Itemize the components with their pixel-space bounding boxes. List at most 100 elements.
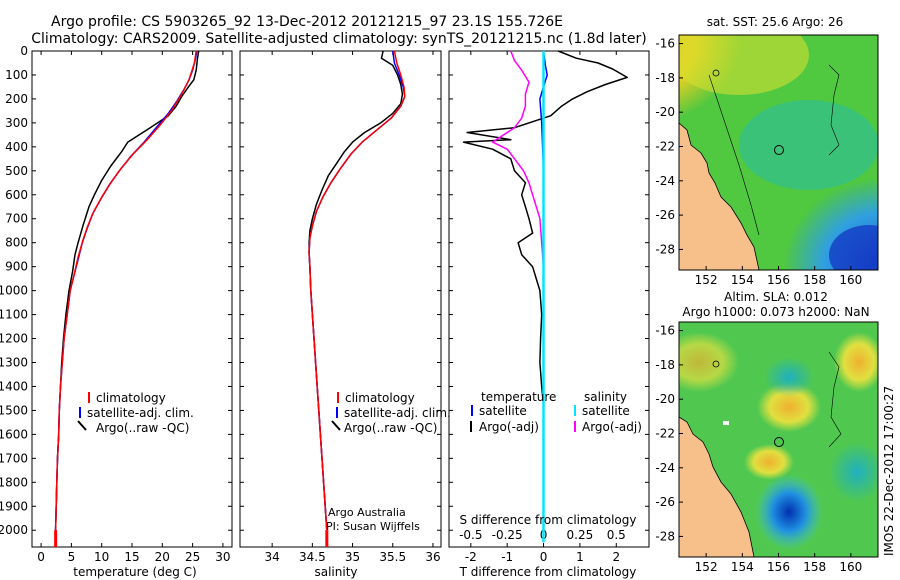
difference-series-s-argo-adj-	[491, 50, 545, 399]
difference-legend: temperature salinity satellite Argo(-adj…	[460, 390, 642, 527]
sla-eddy	[755, 474, 823, 550]
map-xtick-label: 158	[803, 560, 826, 574]
annotation-pi: PI: Susan Wijffels	[326, 520, 420, 533]
s-difference-xtick-label: 0.5	[607, 528, 626, 542]
sla-map-axes: 152 154 156 158 160 -16 -18 -20 -22 -24 -26 -28	[655, 324, 862, 574]
temperature-legend: climatology satellite-adj. clim. Argo(..…	[77, 391, 194, 435]
sla-map-title: Altim. SLA: 0.012	[724, 290, 828, 304]
sst-coastline	[679, 122, 760, 270]
depth-tick-label: 1600	[0, 427, 28, 441]
sla-coastline	[679, 416, 755, 557]
sst-map-field	[679, 35, 878, 270]
salinity-xtick-label: 34	[265, 550, 280, 564]
temperature-xtick-label: 30	[215, 550, 230, 564]
map-ytick-label: -18	[655, 358, 675, 372]
depth-tick-label: 900	[5, 260, 28, 274]
difference-xtick-label: 1	[576, 550, 584, 564]
depth-tick-label: 100	[5, 68, 28, 82]
legend-label-t-argo: Argo(-adj)	[479, 420, 539, 434]
map-xtick-label: 158	[803, 273, 826, 287]
map-xtick-label: 152	[695, 273, 718, 287]
header-line-2: Climatology: CARS2009. Satellite-adjuste…	[31, 31, 646, 47]
salinity-legend: climatology satellite-adj. clim. Argo(..…	[326, 391, 451, 533]
temperature-xtick-label: 5	[68, 550, 76, 564]
difference-xtick-label: -1	[501, 550, 513, 564]
depth-tick-label: 500	[5, 164, 28, 178]
depth-tick-label: 200	[5, 92, 28, 106]
salinity-series-climatology	[308, 50, 406, 543]
legend-label-satellite: satellite-adj. clim.	[87, 406, 194, 420]
salinity-series-satellite-adj-clim-	[308, 50, 406, 543]
salinity-xtick-label: 35	[345, 550, 360, 564]
s-difference-xtick-label: -0.5	[459, 528, 482, 542]
difference-xtick-label: -2	[465, 550, 477, 564]
legend-label-s-satellite: satellite	[582, 404, 630, 418]
sla-reef-marker	[712, 360, 720, 368]
depth-tick-label: 600	[5, 188, 28, 202]
sla-high-region-3	[744, 444, 794, 480]
header-line-1: Argo profile: CS 5903265_92 13-Dec-2012 …	[51, 14, 563, 30]
map-ytick-label: -22	[655, 426, 675, 440]
depth-tick-label: 1200	[0, 332, 28, 346]
sla-high-region-4	[679, 332, 739, 392]
legend-swatch-argo	[331, 420, 341, 431]
map-ytick-label: -24	[655, 174, 675, 188]
legend-label-satellite: satellite-adj. clim.	[344, 406, 451, 420]
sst-warm-region-2	[679, 35, 809, 95]
map-xtick-label: 160	[839, 560, 862, 574]
axis-label-s-difference: S difference from climatology	[460, 513, 637, 527]
depth-tick-label: 1800	[0, 475, 28, 489]
sst-map-title: sat. SST: 25.6 Argo: 26	[707, 15, 844, 29]
depth-tick-label: 2000	[0, 523, 28, 537]
salinity-xtick-label: 35.5	[379, 550, 406, 564]
depth-tick-label: 1500	[0, 403, 28, 417]
sla-low-region-2	[764, 357, 814, 397]
map-xtick-label: 156	[767, 273, 790, 287]
sla-high-region	[757, 382, 821, 432]
depth-tick-label: 0	[20, 44, 28, 58]
depth-tick-label: 1300	[0, 355, 28, 369]
sst-cold-corner	[829, 225, 878, 270]
axis-label-temperature: temperature (deg C)	[73, 565, 196, 579]
sla-high-region-2	[834, 332, 878, 392]
legend-label-t-satellite: satellite	[479, 404, 527, 418]
salinity-plot-frame	[239, 50, 442, 548]
annotation-institution: Argo Australia	[328, 506, 406, 519]
legend-label-argo: Argo(..raw -QC)	[344, 421, 437, 435]
map-xtick-label: 154	[731, 560, 754, 574]
temperature-xtick-label: 20	[155, 550, 170, 564]
map-ytick-label: -28	[655, 529, 675, 543]
legend-label-climatology: climatology	[96, 391, 166, 405]
s-difference-xtick-label: -0.25	[492, 528, 523, 542]
map-ytick-label: -26	[655, 495, 675, 509]
difference-xtick-label: 2	[612, 550, 620, 564]
map-xtick-label: 154	[731, 273, 754, 287]
difference-xtick-label: 0	[540, 550, 548, 564]
temperature-xtick-label: 10	[94, 550, 109, 564]
legend-title-salinity: salinity	[584, 390, 627, 404]
depth-tick-label: 1700	[0, 451, 28, 465]
imos-timestamp: IMOS 22-Dec-2012 17:00:27	[882, 386, 896, 556]
depth-tick-label: 1900	[0, 499, 28, 513]
sla-low-region-1	[829, 442, 878, 502]
sla-map-field	[679, 322, 878, 557]
axis-label-t-difference: T difference from climatology	[459, 565, 637, 579]
axis-label-salinity: salinity	[314, 565, 357, 579]
depth-tick-label: 700	[5, 212, 28, 226]
depth-tick-label: 1400	[0, 379, 28, 393]
temperature-series-climatology	[54, 50, 197, 543]
depth-tick-label: 1000	[0, 284, 28, 298]
sla-land	[679, 417, 754, 557]
temperature-series-satellite-adj-clim-	[54, 50, 198, 543]
sla-argo-location-marker	[774, 437, 784, 447]
map-ytick-label: -26	[655, 208, 675, 222]
legend-label-s-argo: Argo(-adj)	[582, 420, 642, 434]
salinity-xtick-label: 36	[425, 550, 440, 564]
sst-mid-region	[739, 100, 878, 190]
temperature-xtick-label: 0	[37, 550, 45, 564]
sla-missing-data-patch	[723, 421, 729, 425]
depth-tick-label: 300	[5, 116, 28, 130]
difference-plot-frame	[448, 50, 650, 548]
sst-bathymetry-contour	[708, 74, 760, 236]
chart-layer: 0 5 10 15 20 25 300100200300400500600700800900…	[0, 44, 649, 564]
